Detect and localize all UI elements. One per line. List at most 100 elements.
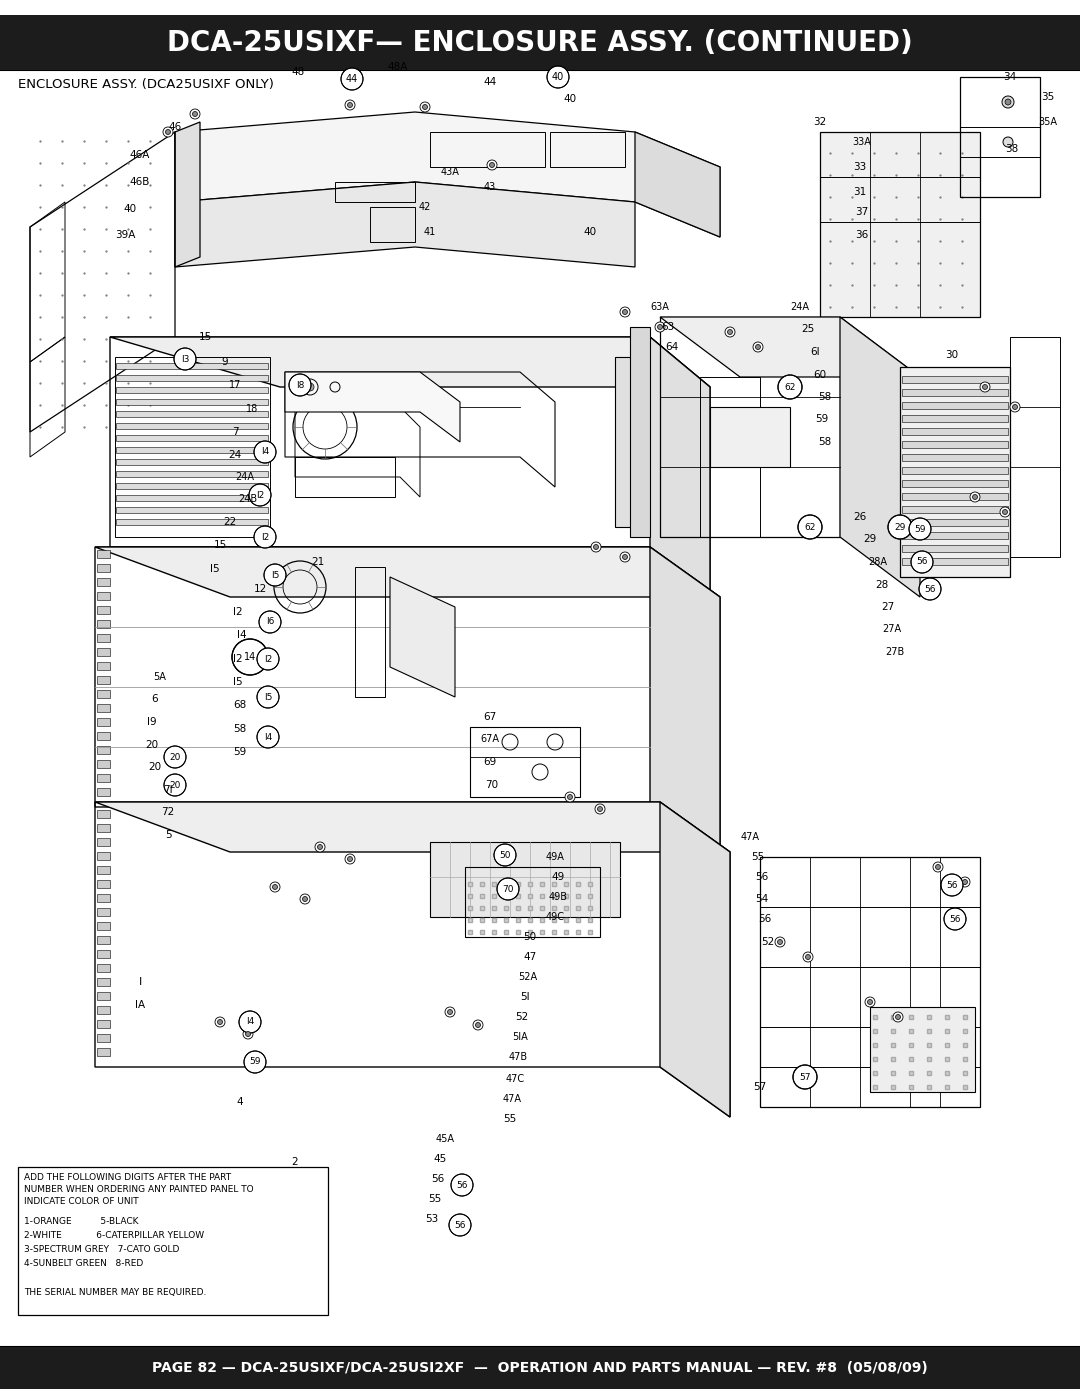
- Circle shape: [983, 384, 987, 390]
- Circle shape: [348, 856, 352, 862]
- Text: I4: I4: [264, 732, 272, 742]
- Circle shape: [895, 1014, 901, 1020]
- Text: I8: I8: [296, 380, 305, 390]
- Polygon shape: [97, 964, 110, 972]
- Text: 67: 67: [484, 712, 497, 722]
- Circle shape: [174, 348, 195, 370]
- Polygon shape: [97, 718, 110, 726]
- Polygon shape: [97, 704, 110, 712]
- Text: I2: I2: [233, 654, 243, 664]
- Polygon shape: [97, 1006, 110, 1014]
- Text: 24A: 24A: [791, 302, 810, 312]
- Circle shape: [622, 310, 627, 314]
- Text: 52: 52: [761, 937, 774, 947]
- Polygon shape: [902, 557, 1008, 564]
- Polygon shape: [97, 824, 110, 833]
- Text: 55: 55: [503, 1113, 516, 1125]
- Circle shape: [804, 951, 813, 963]
- Polygon shape: [116, 387, 268, 393]
- Polygon shape: [902, 427, 1008, 434]
- Text: I5: I5: [264, 693, 272, 701]
- Text: 22: 22: [224, 517, 237, 527]
- Circle shape: [654, 321, 665, 332]
- Polygon shape: [97, 788, 110, 796]
- Polygon shape: [116, 460, 268, 465]
- Text: 43: 43: [484, 182, 496, 191]
- Text: 56: 56: [758, 914, 771, 923]
- Text: 35: 35: [1041, 92, 1055, 102]
- Text: 32: 32: [813, 117, 826, 127]
- Circle shape: [753, 342, 762, 352]
- Text: 30: 30: [945, 351, 959, 360]
- Polygon shape: [116, 374, 268, 381]
- Text: IA: IA: [135, 1000, 145, 1010]
- Polygon shape: [660, 317, 920, 377]
- Polygon shape: [97, 774, 110, 782]
- Polygon shape: [97, 620, 110, 629]
- Text: 56: 56: [949, 915, 961, 923]
- Text: 36: 36: [855, 231, 868, 240]
- Polygon shape: [902, 520, 1008, 527]
- Text: 56: 56: [456, 1180, 468, 1189]
- Circle shape: [257, 648, 279, 671]
- Circle shape: [798, 515, 822, 539]
- Text: 46: 46: [168, 122, 181, 131]
- Circle shape: [249, 483, 271, 506]
- Polygon shape: [116, 495, 268, 502]
- Circle shape: [345, 101, 355, 110]
- Circle shape: [935, 865, 941, 869]
- Text: 63: 63: [661, 321, 675, 332]
- Polygon shape: [97, 746, 110, 754]
- Text: 24: 24: [228, 450, 242, 460]
- Text: 49C: 49C: [545, 912, 565, 922]
- Circle shape: [345, 854, 355, 863]
- Text: 59: 59: [815, 414, 828, 425]
- Circle shape: [289, 374, 311, 395]
- Text: 29: 29: [894, 522, 906, 531]
- Text: 14: 14: [244, 652, 256, 662]
- Polygon shape: [97, 950, 110, 958]
- Circle shape: [315, 842, 325, 852]
- Polygon shape: [902, 493, 1008, 500]
- Text: 58: 58: [819, 393, 832, 402]
- Text: 44: 44: [346, 74, 359, 84]
- Text: ENCLOSURE ASSY. (DCA25USIXF ONLY): ENCLOSURE ASSY. (DCA25USIXF ONLY): [18, 78, 274, 91]
- Polygon shape: [97, 592, 110, 599]
- Text: 63A: 63A: [650, 302, 670, 312]
- Text: 27B: 27B: [886, 647, 905, 657]
- Polygon shape: [902, 376, 1008, 383]
- Text: 24B: 24B: [239, 495, 257, 504]
- Circle shape: [806, 954, 810, 960]
- Text: 44: 44: [484, 77, 497, 87]
- Polygon shape: [97, 992, 110, 1000]
- Circle shape: [595, 805, 605, 814]
- Circle shape: [451, 1173, 473, 1196]
- Text: 70: 70: [485, 780, 499, 789]
- Polygon shape: [175, 112, 720, 237]
- Polygon shape: [900, 367, 1010, 577]
- Circle shape: [420, 102, 430, 112]
- Text: I6: I6: [266, 617, 274, 626]
- Text: 53: 53: [426, 1214, 438, 1224]
- Text: 56: 56: [455, 1221, 465, 1229]
- Polygon shape: [97, 936, 110, 944]
- Polygon shape: [110, 337, 710, 387]
- Circle shape: [300, 894, 310, 904]
- Text: I9: I9: [147, 717, 157, 726]
- Text: 4-SUNBELT GREEN   8-RED: 4-SUNBELT GREEN 8-RED: [24, 1259, 144, 1268]
- Text: 68: 68: [233, 700, 246, 710]
- Circle shape: [960, 877, 970, 887]
- Text: I2: I2: [233, 608, 243, 617]
- Text: 33: 33: [853, 162, 866, 172]
- Text: I5: I5: [211, 564, 220, 574]
- Text: I: I: [138, 977, 141, 988]
- Polygon shape: [902, 467, 1008, 474]
- Polygon shape: [902, 545, 1008, 552]
- Circle shape: [489, 162, 495, 168]
- Text: I4: I4: [246, 1017, 254, 1027]
- Circle shape: [422, 105, 428, 109]
- Text: 69: 69: [484, 757, 497, 767]
- Circle shape: [232, 638, 268, 675]
- Polygon shape: [650, 548, 720, 856]
- Text: 62: 62: [805, 522, 815, 531]
